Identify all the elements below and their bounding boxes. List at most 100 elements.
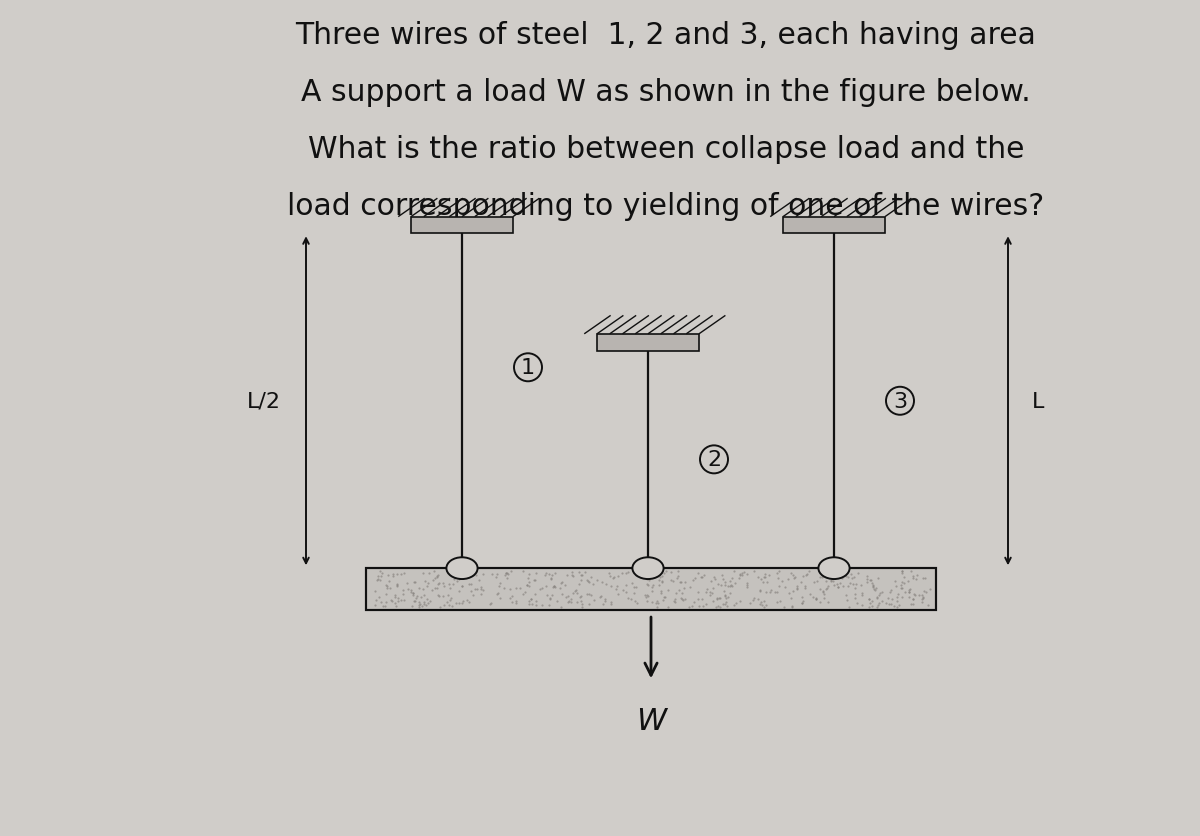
Point (521, 593, 540, 606)
Point (878, 592, 898, 605)
Point (725, 577, 744, 590)
Bar (412, 217, 514, 234)
Point (559, 594, 578, 608)
Point (404, 576, 424, 589)
Point (904, 569, 923, 583)
Point (655, 591, 674, 604)
Point (443, 578, 462, 591)
Point (595, 593, 614, 606)
Point (845, 592, 864, 605)
Point (536, 579, 556, 593)
Point (646, 596, 665, 609)
Point (416, 599, 436, 612)
Point (868, 572, 887, 585)
Point (540, 599, 559, 612)
Point (834, 579, 853, 593)
Point (918, 598, 937, 611)
Point (578, 598, 598, 611)
Point (430, 589, 449, 603)
Point (544, 579, 563, 593)
Point (558, 589, 577, 603)
Point (672, 576, 691, 589)
Point (862, 573, 881, 587)
Point (623, 577, 642, 590)
Point (755, 571, 774, 584)
Point (481, 598, 500, 611)
Point (398, 582, 418, 595)
Point (887, 579, 906, 593)
Point (472, 583, 491, 596)
Point (822, 570, 841, 584)
Point (608, 587, 628, 600)
Point (462, 585, 481, 599)
Point (581, 570, 600, 584)
Point (601, 570, 620, 584)
Point (643, 579, 662, 593)
Point (787, 582, 806, 595)
Point (402, 600, 421, 614)
Point (904, 598, 923, 611)
Point (653, 570, 672, 584)
Point (637, 589, 656, 602)
Point (653, 575, 672, 589)
Point (637, 591, 656, 604)
Point (904, 572, 923, 585)
Point (533, 582, 552, 595)
Point (518, 579, 538, 592)
Point (676, 576, 695, 589)
Point (654, 594, 673, 607)
Point (608, 569, 628, 583)
Point (721, 579, 740, 592)
Point (726, 597, 745, 610)
Point (595, 595, 614, 609)
Point (374, 599, 394, 613)
Point (782, 600, 802, 614)
Point (464, 589, 484, 602)
Point (640, 573, 659, 587)
Point (775, 580, 794, 594)
Point (496, 568, 515, 582)
Point (768, 567, 787, 580)
Point (532, 599, 551, 612)
Point (900, 586, 919, 599)
Point (904, 593, 923, 606)
Point (673, 594, 692, 608)
Point (614, 584, 634, 597)
Point (481, 596, 500, 609)
Point (709, 592, 728, 605)
Point (518, 572, 538, 585)
Point (563, 569, 582, 583)
Point (419, 567, 438, 580)
Point (376, 588, 395, 601)
Point (698, 583, 718, 596)
Point (434, 599, 454, 612)
Point (799, 565, 818, 579)
Point (389, 592, 408, 605)
Point (437, 595, 456, 609)
Point (713, 597, 732, 610)
Point (510, 581, 529, 594)
Point (694, 568, 713, 582)
Point (472, 588, 491, 601)
Point (731, 568, 750, 581)
Point (773, 574, 792, 588)
Point (515, 586, 534, 599)
Point (409, 600, 428, 614)
Point (838, 594, 857, 607)
Bar (598, 334, 700, 351)
Point (580, 588, 599, 601)
Point (886, 574, 905, 588)
Point (514, 565, 533, 579)
Point (594, 598, 613, 611)
Point (751, 595, 770, 609)
Point (578, 574, 598, 588)
Point (547, 594, 566, 608)
Point (372, 570, 391, 584)
Point (601, 579, 620, 593)
Point (656, 565, 676, 579)
Point (395, 566, 414, 579)
Point (426, 572, 445, 585)
Point (816, 567, 835, 580)
Point (552, 600, 571, 614)
Point (593, 575, 612, 589)
